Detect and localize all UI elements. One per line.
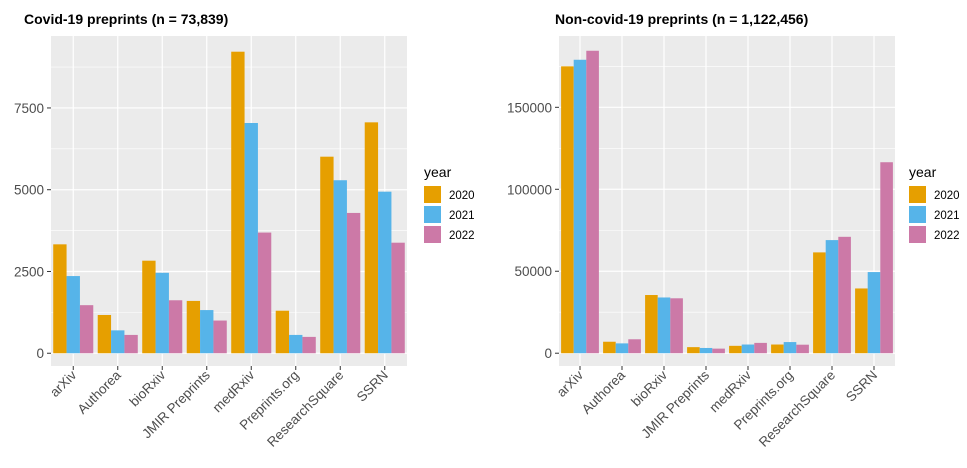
bar-medrxiv-2020 [729,346,742,353]
bar-authorea-2022 [124,335,137,353]
bar-jmir-preprints-2022 [712,349,725,354]
bar-jmir-preprints-2021 [200,310,213,353]
bar-medrxiv-2021 [245,123,258,353]
bar-ssrn-2021 [868,272,881,353]
bar-researchsquare-2022 [347,213,360,353]
covid-y-tick-label: 7500 [14,101,44,116]
covid-y-tick-label: 0 [36,346,44,361]
non-covid-y-tick-label: 0 [544,346,552,361]
bar-jmir-preprints-2022 [213,321,226,354]
bar-researchsquare-2021 [826,240,839,353]
bar-medrxiv-2022 [754,343,767,353]
bar-ssrn-2021 [378,192,391,354]
non-covid-y-tick-label: 100000 [507,182,552,197]
bar-authorea-2020 [98,315,111,353]
bar-authorea-2021 [616,343,629,353]
bar-researchsquare-2022 [838,237,851,353]
bar-biorxiv-2021 [156,273,169,353]
bar-biorxiv-2020 [645,295,658,353]
non-covid-legend-key-2020 [909,186,926,203]
bar-ssrn-2022 [391,243,404,354]
covid-legend-label-2022: 2022 [449,230,475,242]
bar-biorxiv-2020 [142,261,155,354]
bar-medrxiv-2022 [258,233,271,354]
bar-authorea-2022 [628,339,641,353]
bar-researchsquare-2020 [813,252,826,353]
bar-ssrn-2020 [365,122,378,353]
bar-authorea-2020 [603,342,616,353]
bar-ssrn-2022 [880,162,893,353]
bar-preprints-org-2020 [771,345,784,354]
bar-jmir-preprints-2021 [700,348,713,353]
bar-arxiv-2021 [67,276,80,353]
bar-biorxiv-2022 [670,298,683,353]
bar-medrxiv-2020 [231,52,244,354]
non-covid-y-tick-label: 50000 [514,264,552,279]
covid-y-tick-label: 2500 [14,264,44,279]
non-covid-legend-label-2022: 2022 [934,230,960,242]
bar-arxiv-2020 [561,66,574,353]
covid-legend-label-2020: 2020 [449,190,475,202]
covid-chart-title: Covid-19 preprints (n = 73,839) [24,11,228,27]
non-covid-y-tick-label: 150000 [507,100,552,115]
bar-preprints-org-2020 [276,311,289,354]
non-covid-legend-key-2022 [909,226,926,243]
bar-ssrn-2020 [855,288,868,353]
bar-arxiv-2020 [53,244,66,353]
bar-jmir-preprints-2020 [187,301,200,353]
non-covid-legend-title: year [909,164,937,180]
covid-legend-key-2021 [424,206,441,223]
non-covid-chart-title: Non-covid-19 preprints (n = 1,122,456) [555,11,808,27]
bar-biorxiv-2022 [169,300,182,353]
bar-researchsquare-2021 [334,180,347,353]
bar-jmir-preprints-2020 [687,347,700,353]
bar-medrxiv-2021 [742,345,755,354]
bar-researchsquare-2020 [320,157,333,354]
bar-authorea-2021 [111,330,124,353]
non-covid-legend-label-2021: 2021 [934,210,960,222]
covid-legend-key-2022 [424,226,441,243]
covid-legend-key-2020 [424,186,441,203]
covid-legend-label-2021: 2021 [449,210,475,222]
bar-arxiv-2021 [574,60,587,353]
bar-arxiv-2022 [586,51,599,353]
non-covid-legend-key-2021 [909,206,926,223]
bar-preprints-org-2022 [302,337,315,353]
covid-legend-title: year [424,164,452,180]
bar-preprints-org-2022 [796,345,809,354]
covid-y-tick-label: 5000 [14,183,44,198]
non-covid-legend-label-2020: 2020 [934,190,960,202]
bar-preprints-org-2021 [289,335,302,353]
bar-preprints-org-2021 [784,342,797,353]
bar-biorxiv-2021 [658,297,671,353]
bar-arxiv-2022 [80,305,93,353]
